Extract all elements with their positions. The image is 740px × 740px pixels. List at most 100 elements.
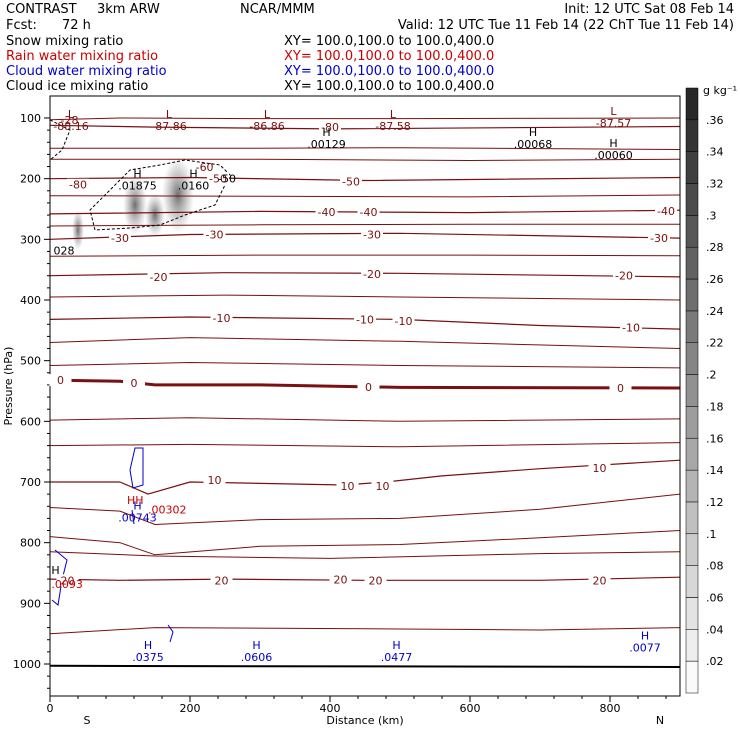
colorbar-tick: .24 bbox=[706, 305, 724, 318]
isotherm-line bbox=[50, 254, 680, 257]
isotherm-line bbox=[50, 194, 680, 198]
label-bg bbox=[319, 121, 341, 134]
label-bg bbox=[361, 267, 383, 280]
isotherm-label: 20 bbox=[593, 574, 607, 587]
cloud-water-contour bbox=[167, 624, 174, 643]
isotherm-label: -10 bbox=[213, 312, 231, 325]
extremum-marker: L bbox=[264, 108, 271, 121]
extremum-marker: L bbox=[68, 108, 75, 121]
extremum-value: .00068 bbox=[514, 138, 553, 151]
init-time: Init: 12 UTC Sat 08 Feb 14 bbox=[564, 2, 734, 17]
field-legend: Snow mixing ratio XY= 100.0,100.0 to 100.… bbox=[6, 34, 494, 94]
model-name: CONTRAST bbox=[6, 2, 77, 17]
label-bg bbox=[361, 228, 383, 241]
label-bg bbox=[203, 228, 226, 241]
label-bg bbox=[329, 573, 352, 586]
y-tick-label: 400 bbox=[20, 294, 41, 307]
label-bg bbox=[123, 377, 145, 390]
isotherm-label: -20 bbox=[615, 270, 633, 283]
colorbar-segment bbox=[685, 119, 699, 152]
isotherm-label: 10 bbox=[208, 474, 222, 487]
valid-time: Valid: 12 UTC Tue 11 Feb 14 (22 ChT Tue … bbox=[398, 18, 734, 33]
x-axis: 0 200 400 600 800 bbox=[47, 696, 667, 715]
grid-label: 3km ARW bbox=[97, 2, 160, 17]
isotherm-line bbox=[50, 337, 680, 349]
isotherm-label: -80 bbox=[321, 121, 339, 134]
y-tick-label: 1000 bbox=[13, 658, 41, 671]
extremum-value: -87.57 bbox=[596, 117, 631, 130]
colorbar-tick: .06 bbox=[706, 591, 724, 604]
field-name: Rain water mixing ratio bbox=[6, 49, 158, 64]
label-bg bbox=[336, 480, 359, 493]
colorbar-segment bbox=[685, 310, 699, 343]
colorbar: g kg⁻¹ .02 .04 .06 .08 .1 .12 .14 .16 .18 .2 .22 .2… bbox=[685, 84, 737, 694]
colorbar-tick: .04 bbox=[706, 623, 724, 636]
label-bg bbox=[648, 232, 670, 245]
isotherm-label: -30 bbox=[206, 228, 224, 241]
label-bg bbox=[340, 175, 362, 188]
isotherm-label: -30 bbox=[363, 228, 381, 241]
snow-blob bbox=[123, 175, 147, 235]
colorbar-tick: .3 bbox=[706, 209, 717, 222]
isotherm-line bbox=[50, 117, 680, 121]
field-name: Cloud ice mixing ratio bbox=[6, 79, 148, 94]
isotherm-label: -20 bbox=[150, 271, 168, 284]
isotherm-label: -50 bbox=[209, 173, 227, 186]
colorbar-segment bbox=[685, 565, 699, 598]
cloud-ice-contour bbox=[50, 119, 71, 161]
isotherm-label: -10 bbox=[395, 315, 413, 328]
label-bg bbox=[357, 206, 380, 219]
colorbar-segment bbox=[685, 151, 699, 184]
isotherm-line bbox=[50, 158, 680, 161]
colorbar-tick: .1 bbox=[706, 528, 717, 541]
colorbar-tick: .32 bbox=[706, 178, 724, 191]
extremum-value: .0160 bbox=[178, 179, 210, 192]
label-bg bbox=[357, 380, 380, 393]
misc-label: H bbox=[51, 564, 59, 577]
colorbar-segment bbox=[685, 469, 699, 503]
colorbar-tick: .08 bbox=[706, 560, 724, 573]
x-tick-label: 200 bbox=[180, 702, 201, 715]
isotherm-label: 10 bbox=[376, 480, 390, 493]
y-tick-label: 300 bbox=[20, 233, 41, 246]
y-tick-label: 200 bbox=[20, 173, 41, 186]
y-axis: 100 200 300 400 500 600 700 800 900 1000 bbox=[13, 112, 50, 689]
extremum-marker: H bbox=[322, 126, 330, 139]
colorbar-tick: .18 bbox=[706, 400, 724, 413]
colorbar-tick: .34 bbox=[706, 146, 724, 159]
colorbar-segment bbox=[685, 374, 699, 407]
isotherm-lines bbox=[50, 117, 680, 668]
field-name: Snow mixing ratio bbox=[6, 34, 123, 49]
label-bg bbox=[210, 574, 233, 587]
colorbar-tick: .12 bbox=[706, 496, 724, 509]
colorbar-segment bbox=[685, 87, 699, 121]
colorbar-unit: g kg⁻¹ bbox=[703, 84, 737, 97]
y-axis-title: Pressure (hPa) bbox=[2, 347, 15, 426]
colorbar-tick: .16 bbox=[706, 432, 724, 445]
label-bg bbox=[364, 574, 387, 587]
isotherm-label: -10 bbox=[356, 313, 374, 326]
isotherm--80 bbox=[50, 124, 680, 130]
isotherm-line bbox=[50, 627, 680, 635]
south-label: S bbox=[84, 714, 91, 727]
isotherm-label: 0 bbox=[365, 381, 372, 394]
extremum-marker: L bbox=[610, 105, 617, 118]
label-bg bbox=[67, 178, 89, 191]
misc-label: -60 bbox=[196, 161, 214, 174]
isotherm-label: 10 bbox=[341, 480, 355, 493]
extremum-marker: H bbox=[144, 639, 152, 652]
colorbar-tick: .36 bbox=[706, 114, 724, 127]
extremum-marker: H bbox=[252, 639, 260, 652]
isotherm-line bbox=[50, 223, 680, 227]
extremum-marker: L bbox=[390, 108, 397, 121]
isotherm-line bbox=[50, 417, 680, 422]
extremum-marker: L bbox=[166, 108, 173, 121]
isotherm-line bbox=[50, 442, 680, 448]
y-tick-label: 100 bbox=[20, 112, 41, 125]
y-tick-label: 800 bbox=[20, 537, 41, 550]
label-bg bbox=[609, 381, 632, 394]
extremum-marker: H bbox=[609, 137, 617, 150]
snow-blob bbox=[145, 193, 165, 237]
extrema-markers: L-88.16L-87.86L-86.86L-87.58L-87.57H.001… bbox=[53, 105, 660, 664]
